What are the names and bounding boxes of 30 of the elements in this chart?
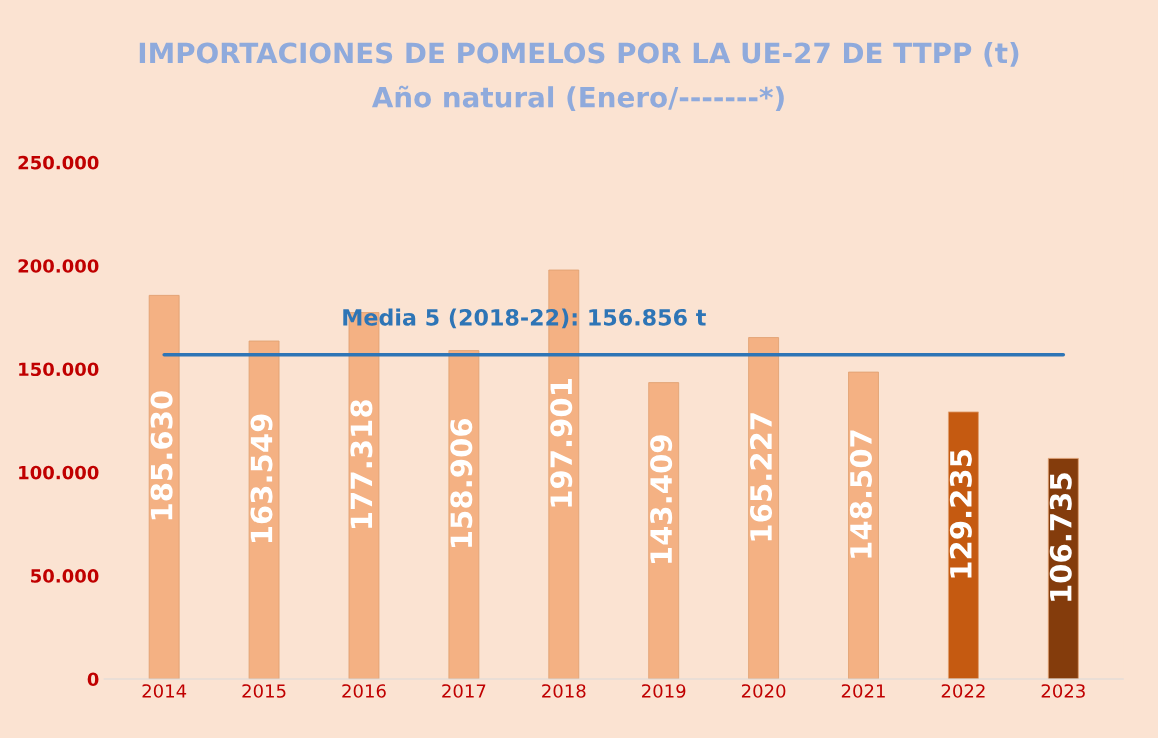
ref-line-label: Media 5 (2018-22): 156.856 t [343, 308, 706, 329]
chart-title: IMPORTACIONES DE POMELOS POR LA UE-27 DE TTPP (t) [139, 41, 1019, 67]
y-tick-label: 250.000 [18, 155, 99, 170]
data-label: 143.409 [650, 435, 673, 563]
x-tick-label: 2021 [841, 684, 885, 698]
x-tick-label: 2023 [1041, 684, 1085, 698]
y-tick-label: 150.000 [19, 362, 99, 377]
data-label: 177.318 [350, 400, 373, 528]
data-label: 129.235 [949, 450, 972, 578]
x-tick-label: 2018 [542, 684, 586, 698]
data-label: 106.735 [1049, 473, 1072, 601]
data-label: 148.507 [849, 430, 872, 558]
data-label: 158.906 [450, 418, 473, 547]
x-tick-label: 2022 [941, 684, 985, 698]
x-tick-label: 2015 [242, 684, 286, 698]
y-tick-label: 0 [87, 672, 99, 687]
x-tick-label: 2016 [342, 684, 386, 698]
data-label: 197.901 [550, 379, 573, 507]
x-tick-label: 2014 [142, 684, 187, 698]
data-label: 165.227 [750, 413, 773, 541]
x-tick-label: 2020 [741, 684, 786, 698]
x-tick-label: 2019 [642, 684, 686, 698]
data-label: 163.549 [250, 414, 273, 543]
y-tick-label: 50.000 [31, 569, 99, 583]
x-tick-label: 2017 [442, 684, 486, 698]
y-tick-label: 100.000 [19, 465, 99, 480]
y-tick-label: 200.000 [18, 259, 99, 273]
bar [248, 340, 280, 679]
chart-subtitle: Año natural (Enero/-------*) [371, 85, 784, 111]
data-label: 185.630 [150, 391, 173, 520]
